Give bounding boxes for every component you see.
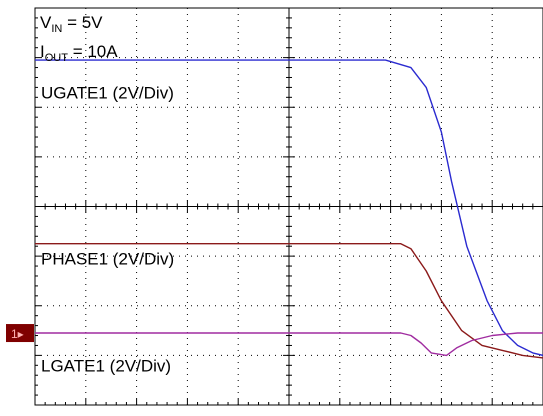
iout-label: IOUT = 10A bbox=[40, 42, 118, 64]
trace-label-3: LGATE1 (2V/Div) bbox=[41, 356, 171, 375]
trace-label-2: PHASE1 (2V/Div) bbox=[41, 250, 174, 269]
graticule bbox=[34, 7, 543, 406]
trace-labels: UGATE1 (2V/Div) PHASE1 (2V/Div) LGATE1 (2V… bbox=[41, 83, 174, 375]
trace-group bbox=[35, 59, 543, 359]
channel-marker-box bbox=[6, 324, 34, 343]
trace-3 bbox=[35, 332, 543, 357]
channel-marker-label: 1▸ bbox=[11, 327, 24, 341]
channel-1-marker: 1▸ bbox=[6, 324, 34, 343]
trace-label-1: UGATE1 (2V/Div) bbox=[41, 83, 174, 102]
trace-2 bbox=[35, 242, 543, 359]
trace-1 bbox=[35, 59, 543, 357]
vin-label: VIN = 5V bbox=[40, 13, 103, 35]
